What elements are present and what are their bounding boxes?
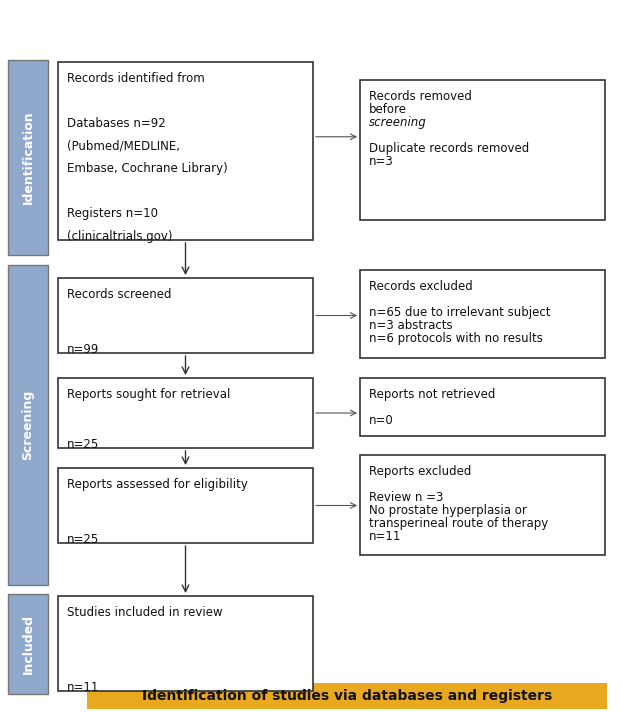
- Text: Records identified from: Records identified from: [67, 72, 205, 85]
- Text: Identification of studies via databases and registers: Identification of studies via databases …: [142, 689, 552, 703]
- Text: Review n =3: Review n =3: [369, 491, 443, 504]
- Text: (Pubmed/MEDLINE,: (Pubmed/MEDLINE,: [67, 140, 180, 152]
- FancyBboxPatch shape: [8, 265, 48, 585]
- FancyBboxPatch shape: [8, 594, 48, 694]
- Text: n=11: n=11: [67, 681, 100, 694]
- Text: n=25: n=25: [67, 533, 100, 546]
- FancyBboxPatch shape: [87, 683, 607, 709]
- FancyBboxPatch shape: [58, 278, 313, 353]
- FancyBboxPatch shape: [360, 455, 605, 555]
- Text: n=0: n=0: [369, 414, 394, 427]
- Text: Identification: Identification: [22, 110, 34, 204]
- FancyBboxPatch shape: [58, 468, 313, 543]
- FancyBboxPatch shape: [58, 378, 313, 448]
- Text: before: before: [369, 103, 407, 116]
- Text: Reports not retrieved: Reports not retrieved: [369, 388, 495, 401]
- Text: Reports excluded: Reports excluded: [369, 465, 471, 478]
- Text: Studies included in review: Studies included in review: [67, 606, 223, 619]
- Text: n=65 due to irrelevant subject: n=65 due to irrelevant subject: [369, 306, 550, 319]
- FancyBboxPatch shape: [58, 62, 313, 240]
- Text: n=3: n=3: [369, 155, 394, 168]
- Text: Records screened: Records screened: [67, 288, 172, 301]
- Text: Included: Included: [22, 614, 34, 674]
- Text: n=3 abstracts: n=3 abstracts: [369, 319, 453, 332]
- Text: Records excluded: Records excluded: [369, 280, 473, 293]
- Text: Registers n=10: Registers n=10: [67, 207, 158, 221]
- Text: Reports sought for retrieval: Reports sought for retrieval: [67, 388, 230, 401]
- Text: n=99: n=99: [67, 343, 100, 356]
- Text: No prostate hyperplasia or: No prostate hyperplasia or: [369, 504, 527, 517]
- Text: Screening: Screening: [22, 390, 34, 460]
- FancyBboxPatch shape: [360, 80, 605, 220]
- Text: Databases n=92: Databases n=92: [67, 117, 165, 130]
- Text: screening: screening: [369, 116, 427, 129]
- Text: Records removed: Records removed: [369, 90, 476, 103]
- Text: Embase, Cochrane Library): Embase, Cochrane Library): [67, 162, 228, 175]
- Text: n=11: n=11: [369, 530, 401, 543]
- FancyBboxPatch shape: [8, 60, 48, 255]
- Text: transperineal route of therapy: transperineal route of therapy: [369, 517, 548, 530]
- FancyBboxPatch shape: [360, 378, 605, 436]
- Text: n=25: n=25: [67, 438, 100, 451]
- Text: n=6 protocols with no results: n=6 protocols with no results: [369, 332, 543, 345]
- FancyBboxPatch shape: [360, 270, 605, 358]
- Text: Duplicate records removed: Duplicate records removed: [369, 142, 529, 155]
- Text: (clinicaltrials.gov): (clinicaltrials.gov): [67, 230, 172, 243]
- FancyBboxPatch shape: [58, 596, 313, 691]
- Text: Reports assessed for eligibility: Reports assessed for eligibility: [67, 478, 248, 491]
